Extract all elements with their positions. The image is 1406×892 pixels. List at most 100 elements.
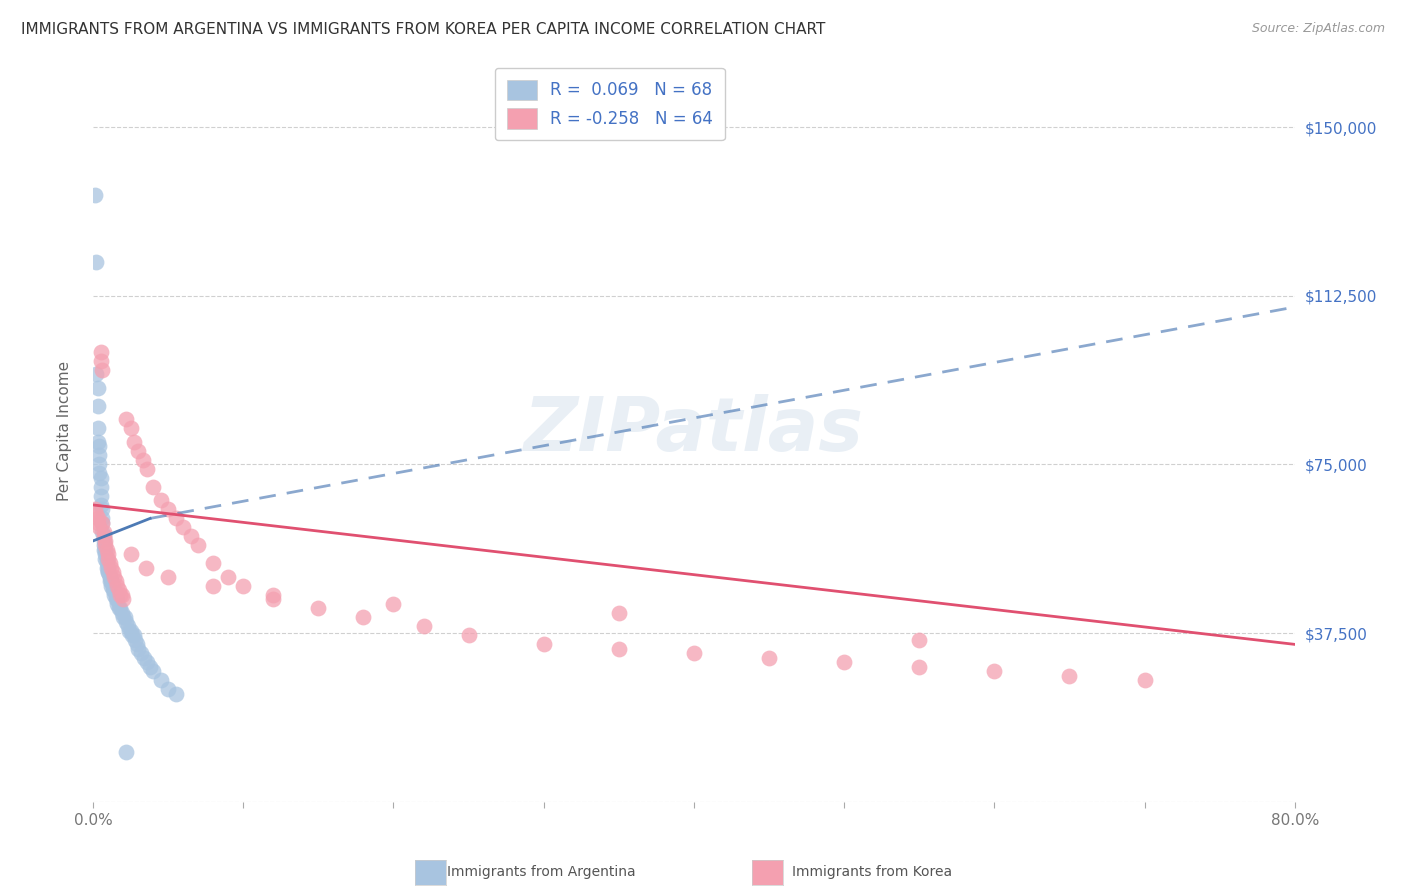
Point <box>136 656 159 670</box>
Point <box>97 548 120 562</box>
Point <box>98 557 121 571</box>
Point <box>98 570 121 584</box>
Point <box>100 561 122 575</box>
Point <box>86 511 108 525</box>
Point <box>139 660 162 674</box>
Point <box>202 579 225 593</box>
Point <box>121 628 143 642</box>
Point <box>142 665 165 679</box>
Point <box>91 502 114 516</box>
Point <box>98 574 121 589</box>
Point <box>172 520 194 534</box>
Point <box>89 345 111 359</box>
Point <box>136 462 159 476</box>
Point <box>103 588 125 602</box>
Point <box>131 453 153 467</box>
Point <box>110 588 132 602</box>
Point <box>97 561 120 575</box>
Point <box>110 606 132 620</box>
Text: ZIPatlas: ZIPatlas <box>524 394 863 467</box>
Point <box>124 632 146 647</box>
Point <box>149 493 172 508</box>
Legend: R =  0.069   N = 68, R = -0.258   N = 64: R = 0.069 N = 68, R = -0.258 N = 64 <box>495 68 724 140</box>
Point <box>104 592 127 607</box>
Point <box>84 507 107 521</box>
Point <box>125 637 148 651</box>
Point <box>202 557 225 571</box>
Point <box>105 579 128 593</box>
Point <box>983 665 1005 679</box>
Point <box>758 651 780 665</box>
Point <box>127 444 149 458</box>
Point <box>107 583 129 598</box>
Point <box>1059 669 1081 683</box>
Point <box>132 651 155 665</box>
Point <box>232 579 254 593</box>
Point <box>142 480 165 494</box>
Point <box>112 610 135 624</box>
Point <box>93 543 115 558</box>
Point <box>118 624 141 638</box>
Point <box>165 511 187 525</box>
Point <box>89 354 111 368</box>
Point <box>412 619 434 633</box>
Point <box>89 489 111 503</box>
Point <box>165 687 187 701</box>
Point <box>96 557 118 571</box>
Point <box>87 440 110 454</box>
Point <box>108 601 131 615</box>
Point <box>101 583 124 598</box>
Point <box>84 368 107 382</box>
Point <box>87 520 110 534</box>
Point <box>157 502 180 516</box>
Point <box>93 538 115 552</box>
Point <box>112 592 135 607</box>
Point <box>105 597 128 611</box>
Point <box>86 421 108 435</box>
Point <box>89 471 111 485</box>
Point <box>97 552 120 566</box>
Point <box>96 552 118 566</box>
Text: Immigrants from Argentina: Immigrants from Argentina <box>447 865 636 880</box>
Point <box>129 646 152 660</box>
Text: Source: ZipAtlas.com: Source: ZipAtlas.com <box>1251 22 1385 36</box>
Point <box>91 516 114 530</box>
Point <box>382 597 405 611</box>
Point <box>104 574 127 589</box>
Point <box>93 533 115 548</box>
Point <box>97 566 120 580</box>
Point <box>120 421 142 435</box>
Point <box>832 656 855 670</box>
Point <box>94 552 117 566</box>
Point <box>107 601 129 615</box>
Point <box>94 548 117 562</box>
Point <box>93 524 115 539</box>
Point <box>87 449 110 463</box>
Point <box>89 480 111 494</box>
Point <box>262 588 284 602</box>
Point <box>262 592 284 607</box>
Point <box>108 588 131 602</box>
Point <box>120 548 142 562</box>
Point <box>96 543 118 558</box>
Point <box>91 363 114 377</box>
Point <box>187 538 209 552</box>
Point <box>101 579 124 593</box>
Point <box>683 646 706 660</box>
Point <box>93 529 115 543</box>
Point <box>352 610 374 624</box>
Point <box>89 498 111 512</box>
Point <box>98 570 121 584</box>
Point <box>120 624 142 638</box>
Point <box>86 516 108 530</box>
Point <box>91 511 114 525</box>
Point <box>94 533 117 548</box>
Point <box>97 566 120 580</box>
Point <box>122 628 145 642</box>
Point <box>105 592 128 607</box>
Point <box>86 434 108 449</box>
Point <box>86 399 108 413</box>
Point <box>180 529 202 543</box>
Point <box>103 570 125 584</box>
Point <box>149 673 172 688</box>
